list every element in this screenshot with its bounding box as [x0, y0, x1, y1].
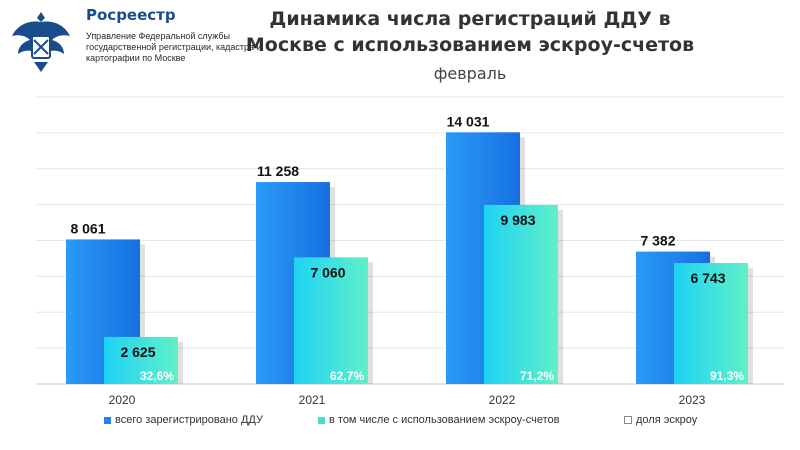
legend-item-share: доля эскроу	[624, 414, 697, 426]
chart-title: Динамика числа регистраций ДДУ в Москве …	[245, 8, 695, 56]
data-label-total: 7 382	[640, 233, 675, 249]
data-label-escrow: 7 060	[310, 264, 345, 280]
data-label-share: 91,3%	[710, 369, 744, 383]
x-tick-label: 2020	[109, 393, 136, 407]
data-label-total: 11 258	[257, 163, 299, 179]
legend-swatch-total	[104, 416, 111, 424]
bar-escrow	[674, 263, 748, 384]
legend-label-total: всего зарегистрировано ДДУ	[115, 414, 263, 426]
legend-label-share: доля эскроу	[636, 414, 698, 426]
data-label-escrow: 6 743	[690, 270, 725, 286]
data-label-escrow: 2 625	[120, 344, 155, 360]
legend-item-escrow: в том числе с использованием эскроу-счет…	[318, 414, 559, 426]
org-subtitle: Управление Федеральной службы государств…	[86, 31, 262, 63]
legend-swatch-escrow	[318, 416, 325, 424]
x-tick-label: 2021	[299, 393, 326, 407]
data-label-share: 32,6%	[140, 369, 174, 383]
data-label-escrow: 9 983	[500, 212, 535, 228]
bar-escrow	[484, 204, 558, 384]
data-label-total: 8 061	[70, 220, 105, 236]
chart-subtitle: февраль	[433, 64, 507, 83]
legend-item-total: всего зарегистрировано ДДУ	[104, 414, 263, 426]
rosreestr-emblem-icon	[10, 6, 72, 78]
legend-swatch-share	[624, 416, 632, 424]
bar-escrow	[294, 257, 368, 384]
data-label-share: 71,2%	[520, 369, 554, 383]
x-tick-label: 2023	[679, 393, 706, 407]
org-name: Росреестр	[86, 6, 176, 24]
x-tick-label: 2022	[489, 393, 516, 407]
bar-escrow	[104, 336, 178, 384]
data-label-share: 62,7%	[330, 369, 364, 383]
data-label-total: 14 031	[447, 113, 490, 129]
legend-label-escrow: в том числе с использованием эскроу-счет…	[329, 414, 560, 426]
